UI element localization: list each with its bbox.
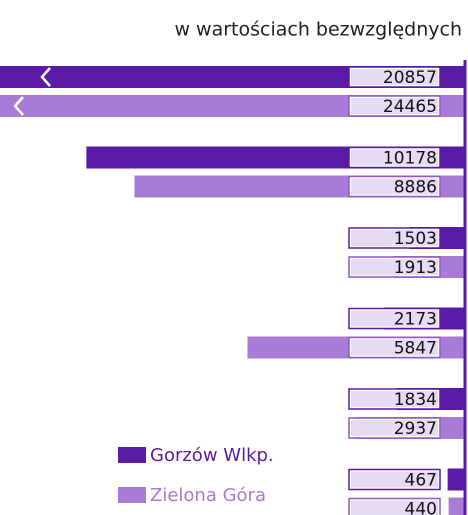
label-fill [351, 149, 438, 166]
value-label: 2173 [394, 310, 437, 330]
break-marker [13, 96, 24, 116]
value-label: 440 [405, 500, 437, 515]
label-fill [351, 471, 438, 488]
legend-swatch [118, 447, 146, 463]
value-label: 1503 [394, 229, 437, 249]
value-label: 24465 [383, 97, 437, 117]
value-label: 1913 [394, 258, 437, 278]
label-fill [351, 391, 438, 407]
value-labels: 20857 10178 1503 2173 1834 467 24465 8886 1913 58… [348, 66, 441, 515]
value-label: 8886 [394, 178, 437, 198]
value-label: 467 [405, 471, 437, 491]
value-label: 1834 [394, 390, 437, 410]
legend-swatch [118, 487, 146, 503]
label-fill [351, 339, 438, 356]
value-label: 2937 [394, 419, 437, 439]
value-label: 5847 [394, 339, 437, 359]
label-fill [351, 310, 438, 327]
bar [447, 468, 465, 491]
label-fill [351, 500, 438, 515]
chart-title: w wartościach bezwzględnych [174, 19, 462, 41]
break-marker [40, 67, 51, 87]
label-fill [351, 230, 438, 246]
legend-label: Gorzów Wlkp. [150, 445, 274, 466]
label-fill [351, 259, 438, 275]
label-fill [351, 69, 438, 85]
value-label: 20857 [383, 68, 437, 88]
label-fill [351, 420, 438, 436]
legend: Gorzów Wlkp. Zielona Góra [118, 445, 274, 506]
label-fill [351, 178, 438, 195]
value-label: 10178 [383, 149, 437, 169]
legend-label: Zielona Góra [150, 485, 266, 506]
bar [448, 497, 465, 515]
label-fill [351, 98, 438, 114]
